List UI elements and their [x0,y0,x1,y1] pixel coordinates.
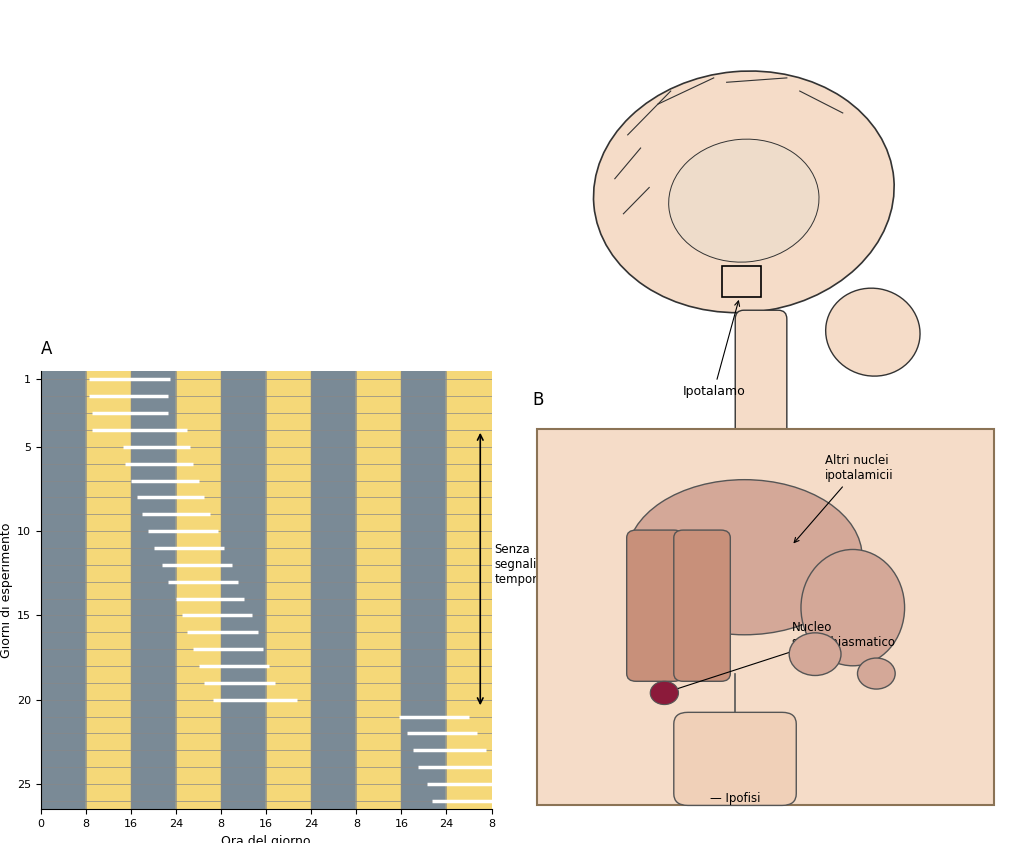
FancyBboxPatch shape [735,310,786,438]
FancyBboxPatch shape [627,530,683,681]
Bar [221,371,266,809]
Text: B: B [532,390,544,409]
Circle shape [857,658,895,689]
Ellipse shape [825,288,920,376]
FancyBboxPatch shape [538,429,994,805]
Ellipse shape [627,480,862,635]
Text: Ipotalamo: Ipotalamo [682,301,745,398]
Ellipse shape [594,71,894,313]
FancyBboxPatch shape [674,712,797,805]
Bar [356,371,401,809]
Bar [266,371,311,809]
Circle shape [650,681,679,705]
Text: — Ipofisi: — Ipofisi [710,792,760,805]
Bar [176,371,221,809]
Text: A: A [41,340,52,358]
Bar [86,371,131,809]
Bar [401,371,446,809]
Ellipse shape [669,139,819,262]
X-axis label: Ora del giorno: Ora del giorno [221,835,311,843]
Text: Altri nuclei
ipotalamicii: Altri nuclei ipotalamicii [795,454,893,543]
Circle shape [790,633,841,675]
Bar [41,371,86,809]
Bar [131,371,176,809]
FancyBboxPatch shape [674,530,730,681]
Bar [311,371,356,809]
Text: Senza
segnali
temporali: Senza segnali temporali [495,543,552,587]
Y-axis label: Giorni di esperimento: Giorni di esperimento [0,523,13,658]
Text: Nucleo
soprachiasmatico: Nucleo soprachiasmatico [669,620,896,692]
Bar [446,371,492,809]
Ellipse shape [801,550,904,666]
